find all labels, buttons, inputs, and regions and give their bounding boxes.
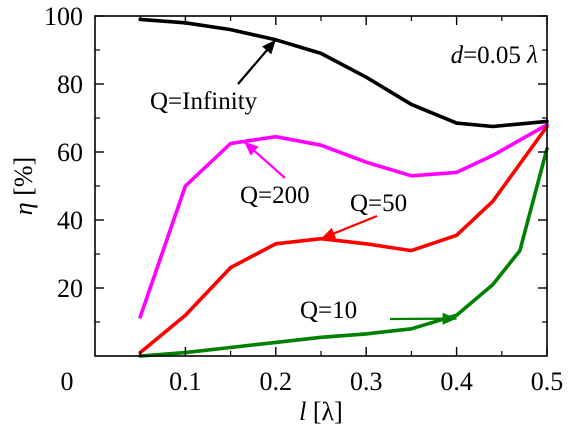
parameter-annotation: d=0.05 λ — [451, 42, 539, 69]
x-tick-label: 0.1 — [169, 367, 202, 396]
series-layer — [138, 17, 549, 358]
arrow-layer — [237, 39, 457, 325]
callout-arrow-head-1 — [244, 141, 259, 156]
series-label-q-infinity: Q=Infinity — [150, 88, 258, 115]
y-axis-var: η — [9, 202, 38, 215]
origin-label: 0 — [61, 367, 74, 396]
series-label-q-200: Q=200 — [240, 182, 310, 209]
annotation-value: =0.05 — [463, 42, 527, 69]
callout-arrow-head-2 — [321, 227, 337, 239]
x-tick-label: 0.2 — [260, 367, 293, 396]
annotation-unit: λ — [526, 42, 538, 69]
series-line-3 — [138, 146, 549, 358]
annotation-var: d — [451, 42, 464, 69]
y-tick-label: 20 — [57, 274, 83, 303]
y-tick-label: 40 — [57, 206, 83, 235]
series-line-1 — [138, 123, 549, 319]
y-axis-label: η [%] — [9, 157, 38, 215]
x-tick-label: 0.4 — [440, 367, 473, 396]
series-label-q-10: Q=10 — [300, 297, 357, 324]
x-tick-label: 0.5 — [531, 367, 564, 396]
y-axis-unit: [%] — [9, 157, 38, 202]
series-label-q-50: Q=50 — [350, 190, 407, 217]
x-axis-label: l [λ] — [299, 397, 343, 426]
y-tick-label: 80 — [57, 70, 83, 99]
series-line-2 — [138, 124, 549, 355]
series-line-0 — [138, 17, 549, 129]
x-axis-unit: [λ] — [306, 397, 342, 426]
x-tick-label: 0.3 — [350, 367, 383, 396]
y-tick-label: 100 — [44, 2, 83, 31]
y-tick-label: 60 — [57, 138, 83, 167]
x-axis-var: l — [299, 397, 306, 426]
tick-layer: 0.1 0.2 0.3 0.4 0.5 20 40 60 80 100 0 — [44, 2, 563, 396]
callout-arrow-head-3 — [442, 312, 457, 325]
callout-arrow-head-0 — [262, 39, 276, 55]
